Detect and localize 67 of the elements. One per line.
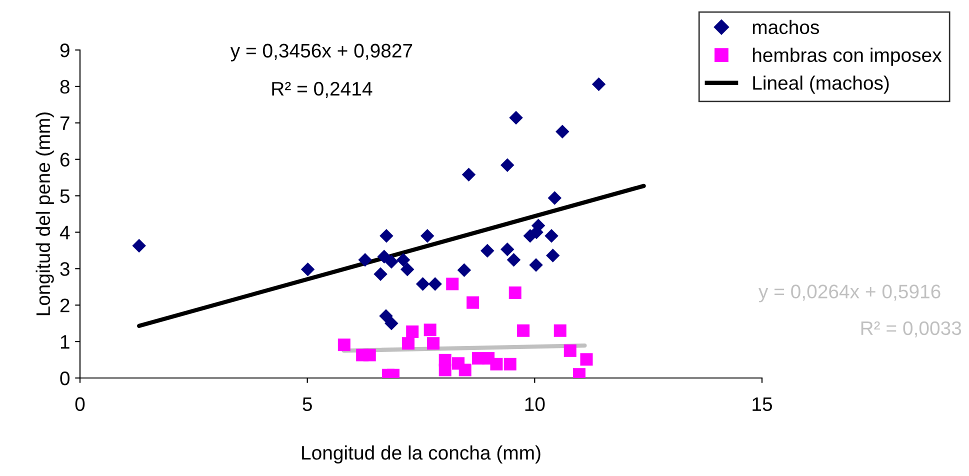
point — [424, 324, 436, 336]
point — [363, 348, 376, 362]
point — [592, 77, 606, 92]
point — [446, 278, 459, 290]
point — [427, 337, 440, 350]
point — [438, 364, 452, 376]
point — [544, 228, 558, 243]
y-tick-label: 9 — [60, 43, 70, 58]
point — [500, 158, 514, 172]
y-tick-label: 2 — [60, 298, 70, 312]
y-tick-label: 0 — [60, 371, 70, 386]
point — [396, 253, 410, 267]
point — [529, 258, 543, 272]
point — [406, 325, 419, 338]
y-tick-label: 3 — [60, 262, 70, 276]
point — [377, 250, 392, 264]
y-tick-label: 5 — [60, 189, 70, 204]
y-tick-label: 7 — [60, 116, 70, 130]
point — [374, 267, 388, 282]
point — [517, 324, 530, 337]
point — [379, 309, 393, 323]
point — [462, 168, 476, 182]
text: R² = 0,0033 — [861, 321, 962, 338]
point — [400, 262, 414, 276]
point — [500, 242, 514, 256]
point — [458, 364, 472, 376]
point — [380, 228, 394, 243]
point — [490, 358, 503, 370]
point — [338, 338, 350, 352]
legend-label: machos — [752, 20, 819, 34]
point — [420, 228, 434, 243]
y-tick-label: 4 — [60, 226, 70, 240]
point — [504, 358, 516, 370]
point — [300, 262, 315, 276]
point — [358, 253, 372, 267]
point — [480, 244, 494, 258]
point — [548, 191, 562, 205]
point — [554, 324, 566, 337]
annotation: y = 0,0264x + 0,5916 — [758, 284, 940, 302]
point — [506, 253, 521, 267]
point — [132, 238, 146, 253]
point — [402, 337, 415, 350]
x-axis-title: Longitud de la concha (mm) — [302, 445, 540, 464]
point — [428, 277, 442, 291]
legend-label: Lineal (machos) — [753, 76, 889, 94]
point — [508, 286, 522, 299]
y-axis-title: Longitud del pene (mm) — [36, 112, 54, 316]
x-tick-label: 10 — [525, 397, 545, 412]
point — [546, 248, 560, 262]
annotation: y = 0,3456x + 0,9827 — [230, 44, 412, 62]
point — [416, 277, 430, 291]
point — [384, 316, 398, 330]
point — [466, 296, 480, 309]
x-tick-label: 5 — [302, 397, 312, 412]
point — [556, 124, 570, 139]
annotation: R² = 0,2414 — [272, 82, 372, 98]
y-tick-label: 1 — [60, 335, 70, 349]
x-tick-label: 15 — [752, 397, 772, 412]
point — [384, 254, 398, 269]
legend-label: hembras con imposex — [752, 48, 942, 66]
point — [564, 344, 576, 357]
x-tick-label: 0 — [75, 397, 85, 412]
point — [457, 263, 472, 277]
y-tick-label: 6 — [60, 152, 70, 167]
point — [580, 353, 593, 366]
point — [509, 110, 523, 125]
y-tick-label: 8 — [60, 80, 70, 94]
